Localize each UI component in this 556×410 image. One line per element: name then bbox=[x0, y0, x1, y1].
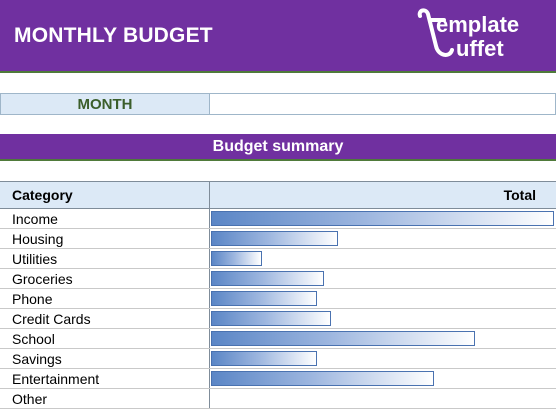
column-header-total: Total bbox=[503, 187, 536, 203]
data-bar bbox=[211, 251, 262, 266]
data-bar bbox=[211, 311, 331, 326]
total-cell[interactable] bbox=[210, 229, 556, 248]
table-body: Income Housing Utilities Groceries Phone Cred… bbox=[0, 209, 556, 409]
total-cell[interactable] bbox=[210, 289, 556, 308]
category-cell[interactable]: Savings bbox=[0, 349, 210, 368]
month-row: MONTH bbox=[0, 93, 556, 115]
category-cell[interactable]: Housing bbox=[0, 229, 210, 248]
category-cell[interactable]: Groceries bbox=[0, 269, 210, 288]
table-row: School bbox=[0, 329, 556, 349]
template-buffet-logo: emplate uffet bbox=[417, 8, 519, 61]
category-cell[interactable]: Phone bbox=[0, 289, 210, 308]
month-label: MONTH bbox=[0, 93, 210, 115]
data-bar bbox=[211, 271, 324, 286]
total-cell[interactable] bbox=[210, 269, 556, 288]
data-bar bbox=[211, 351, 317, 366]
category-cell[interactable]: Income bbox=[0, 209, 210, 228]
table-row: Credit Cards bbox=[0, 309, 556, 329]
table-row: Income bbox=[0, 209, 556, 229]
svg-text:uffet: uffet bbox=[456, 36, 504, 61]
svg-text:emplate: emplate bbox=[436, 12, 519, 37]
table-row: Other bbox=[0, 389, 556, 409]
data-bar bbox=[211, 231, 338, 246]
data-bar bbox=[211, 291, 317, 306]
total-cell[interactable] bbox=[210, 249, 556, 268]
data-bar bbox=[211, 211, 554, 226]
table-row: Groceries bbox=[0, 269, 556, 289]
category-cell[interactable]: Other bbox=[0, 389, 210, 408]
table-row: Housing bbox=[0, 229, 556, 249]
total-cell[interactable] bbox=[210, 349, 556, 368]
table-row: Utilities bbox=[0, 249, 556, 269]
total-cell[interactable] bbox=[210, 309, 556, 328]
budget-table: Category Total Income Housing Utilities Gro… bbox=[0, 181, 556, 409]
total-cell[interactable] bbox=[210, 369, 556, 388]
total-cell[interactable] bbox=[210, 329, 556, 348]
category-cell[interactable]: Utilities bbox=[0, 249, 210, 268]
total-cell[interactable] bbox=[210, 389, 556, 408]
table-row: Savings bbox=[0, 349, 556, 369]
page-title: MONTHLY BUDGET bbox=[14, 24, 213, 47]
category-cell[interactable]: Credit Cards bbox=[0, 309, 210, 328]
total-cell[interactable] bbox=[210, 209, 556, 228]
data-bar bbox=[211, 371, 434, 386]
category-cell[interactable]: School bbox=[0, 329, 210, 348]
data-bar bbox=[211, 331, 475, 346]
table-header: Category Total bbox=[0, 181, 556, 209]
column-header-category: Category bbox=[0, 182, 210, 208]
budget-summary-heading: Budget summary bbox=[0, 134, 556, 161]
category-cell[interactable]: Entertainment bbox=[0, 369, 210, 388]
table-row: Entertainment bbox=[0, 369, 556, 389]
header-banner: MONTHLY BUDGET emplate uffet bbox=[0, 0, 556, 73]
table-row: Phone bbox=[0, 289, 556, 309]
month-value-cell[interactable] bbox=[210, 93, 556, 115]
